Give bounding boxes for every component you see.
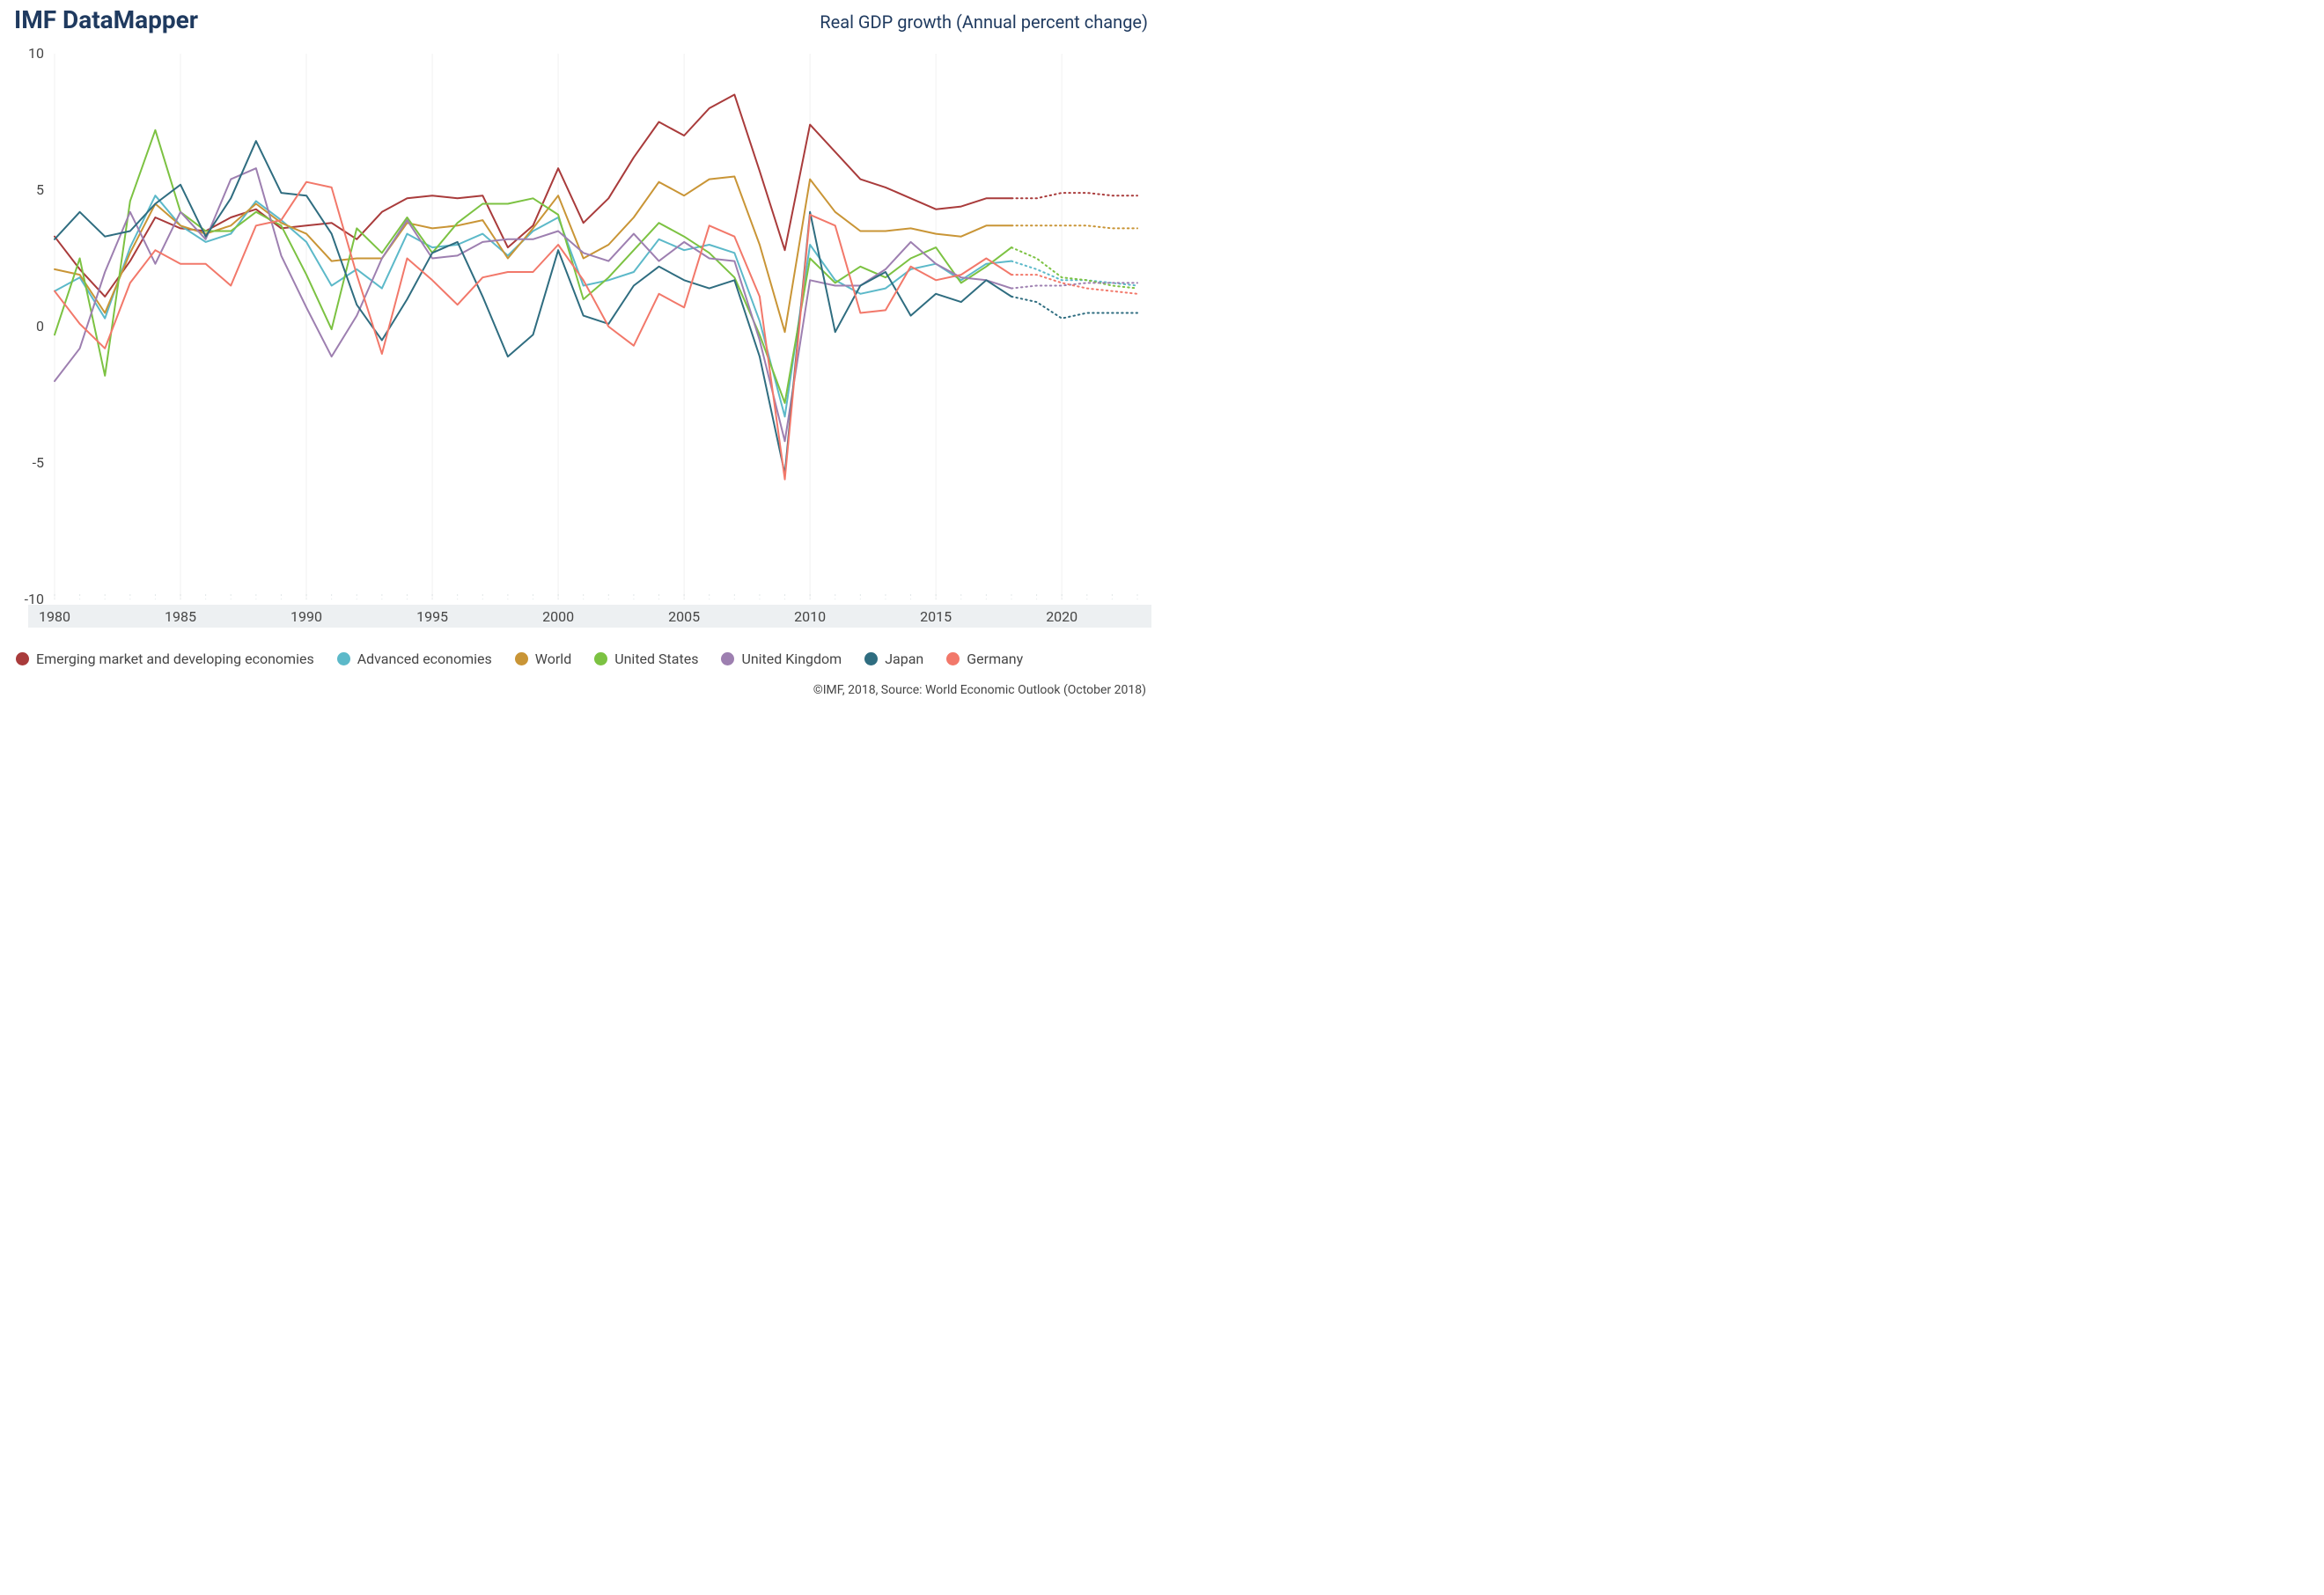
legend-item[interactable]: Japan	[864, 650, 923, 667]
legend-swatch	[594, 652, 607, 665]
legend-label: Emerging market and developing economies	[36, 650, 314, 667]
legend-label: United Kingdom	[741, 650, 842, 667]
legend: Emerging market and developing economies…	[11, 643, 1151, 667]
legend-item[interactable]: United States	[594, 650, 698, 667]
chart-subtitle: Real GDP growth (Annual percent change)	[820, 11, 1148, 33]
legend-swatch	[16, 652, 29, 665]
svg-text:2015: 2015	[920, 608, 952, 625]
svg-text:2000: 2000	[542, 608, 574, 625]
gdp-line-chart: -10 -5 0 5 10 1980 1985 1990 1995 2000 2005 2010 201…	[11, 36, 1151, 643]
svg-text:1980: 1980	[39, 608, 70, 625]
brand-title: IMF DataMapper	[14, 5, 198, 34]
svg-text:-5: -5	[33, 454, 44, 471]
svg-text:10: 10	[28, 45, 44, 62]
svg-text:5: 5	[36, 181, 44, 198]
legend-label: World	[535, 650, 571, 667]
legend-swatch	[721, 652, 734, 665]
legend-swatch	[946, 652, 960, 665]
svg-text:2005: 2005	[668, 608, 700, 625]
legend-item[interactable]: World	[515, 650, 571, 667]
legend-item[interactable]: Emerging market and developing economies	[16, 650, 314, 667]
legend-swatch	[515, 652, 528, 665]
svg-text:0: 0	[36, 318, 44, 334]
svg-text:2020: 2020	[1046, 608, 1077, 625]
svg-text:1995: 1995	[416, 608, 448, 625]
source-footer: ©IMF, 2018, Source: World Economic Outlo…	[11, 667, 1151, 697]
legend-label: United States	[614, 650, 698, 667]
legend-label: Advanced economies	[357, 650, 492, 667]
legend-swatch	[864, 652, 878, 665]
legend-item[interactable]: United Kingdom	[721, 650, 842, 667]
svg-text:1990: 1990	[290, 608, 322, 625]
svg-text:2010: 2010	[794, 608, 826, 625]
legend-item[interactable]: Advanced economies	[337, 650, 492, 667]
legend-label: Japan	[885, 650, 923, 667]
svg-text:-10: -10	[25, 591, 44, 607]
svg-text:1985: 1985	[165, 608, 196, 625]
legend-swatch	[337, 652, 350, 665]
legend-item[interactable]: Germany	[946, 650, 1023, 667]
legend-label: Germany	[967, 650, 1023, 667]
